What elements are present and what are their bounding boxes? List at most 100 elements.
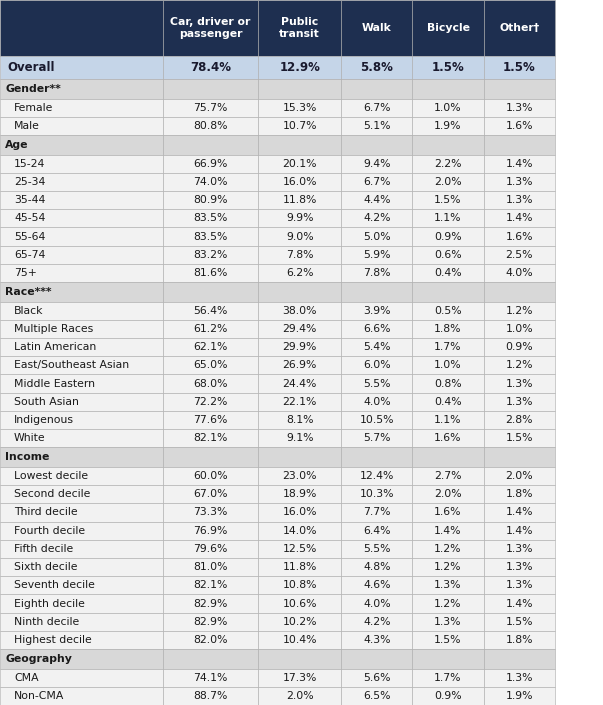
- Bar: [412, 649, 484, 668]
- Bar: [163, 191, 258, 209]
- Text: 77.6%: 77.6%: [193, 415, 228, 425]
- Text: 8.1%: 8.1%: [286, 415, 314, 425]
- Text: 9.4%: 9.4%: [363, 159, 391, 168]
- Text: 22.1%: 22.1%: [282, 397, 317, 407]
- Bar: [163, 576, 258, 594]
- Text: 0.9%: 0.9%: [434, 691, 462, 701]
- Text: 79.6%: 79.6%: [193, 544, 228, 554]
- Text: Middle Eastern: Middle Eastern: [14, 379, 95, 388]
- Bar: [341, 99, 412, 117]
- Bar: [484, 356, 555, 374]
- Text: 10.8%: 10.8%: [282, 580, 317, 590]
- Bar: [258, 228, 341, 246]
- Text: 1.4%: 1.4%: [505, 214, 533, 223]
- Bar: [0, 173, 163, 191]
- Bar: [341, 613, 412, 631]
- Bar: [0, 522, 163, 540]
- Text: 83.5%: 83.5%: [193, 232, 228, 242]
- Text: 5.6%: 5.6%: [363, 673, 391, 682]
- Bar: [258, 135, 341, 154]
- Bar: [0, 320, 163, 338]
- Bar: [163, 467, 258, 485]
- Text: 12.5%: 12.5%: [282, 544, 317, 554]
- Bar: [484, 411, 555, 429]
- Text: 24.4%: 24.4%: [282, 379, 317, 388]
- Text: Male: Male: [14, 121, 40, 131]
- Bar: [163, 540, 258, 558]
- Text: Gender**: Gender**: [5, 84, 61, 94]
- Bar: [0, 135, 163, 154]
- Text: 75.7%: 75.7%: [193, 103, 228, 113]
- Text: 1.5%: 1.5%: [432, 61, 464, 74]
- Text: 1.3%: 1.3%: [505, 195, 533, 205]
- Bar: [163, 374, 258, 393]
- Text: 4.2%: 4.2%: [363, 214, 391, 223]
- Text: 1.3%: 1.3%: [505, 379, 533, 388]
- Text: 4.3%: 4.3%: [363, 635, 391, 645]
- Bar: [484, 0, 555, 56]
- Text: 73.3%: 73.3%: [193, 508, 228, 517]
- Text: Age: Age: [5, 140, 28, 150]
- Bar: [341, 154, 412, 173]
- Text: 29.4%: 29.4%: [282, 324, 317, 334]
- Bar: [412, 687, 484, 705]
- Bar: [258, 522, 341, 540]
- Text: 88.7%: 88.7%: [193, 691, 228, 701]
- Text: CMA: CMA: [14, 673, 39, 682]
- Bar: [341, 649, 412, 668]
- Bar: [163, 264, 258, 282]
- Text: 62.1%: 62.1%: [193, 342, 228, 352]
- Text: 1.3%: 1.3%: [505, 544, 533, 554]
- Text: 68.0%: 68.0%: [193, 379, 228, 388]
- Bar: [0, 209, 163, 228]
- Bar: [163, 558, 258, 576]
- Text: 1.3%: 1.3%: [505, 177, 533, 187]
- Bar: [484, 522, 555, 540]
- Text: 1.4%: 1.4%: [434, 526, 462, 536]
- Text: 0.4%: 0.4%: [434, 397, 462, 407]
- Text: 6.0%: 6.0%: [363, 360, 391, 370]
- Bar: [412, 264, 484, 282]
- Bar: [484, 540, 555, 558]
- Bar: [163, 411, 258, 429]
- Text: 80.9%: 80.9%: [193, 195, 228, 205]
- Text: 5.1%: 5.1%: [363, 121, 391, 131]
- Text: 29.9%: 29.9%: [282, 342, 317, 352]
- Bar: [341, 302, 412, 320]
- Bar: [341, 264, 412, 282]
- Text: 5.5%: 5.5%: [363, 544, 391, 554]
- Text: 11.8%: 11.8%: [282, 195, 317, 205]
- Text: 35-44: 35-44: [14, 195, 45, 205]
- Bar: [163, 503, 258, 522]
- Text: Public
transit: Public transit: [279, 17, 320, 39]
- Bar: [258, 558, 341, 576]
- Text: 1.9%: 1.9%: [434, 121, 462, 131]
- Bar: [412, 320, 484, 338]
- Text: 1.2%: 1.2%: [434, 562, 462, 572]
- Bar: [412, 448, 484, 467]
- Bar: [412, 228, 484, 246]
- Bar: [258, 264, 341, 282]
- Bar: [0, 246, 163, 264]
- Text: 4.0%: 4.0%: [363, 599, 391, 608]
- Text: 1.3%: 1.3%: [505, 673, 533, 682]
- Bar: [341, 393, 412, 411]
- Text: 0.9%: 0.9%: [434, 232, 462, 242]
- Text: 1.2%: 1.2%: [505, 306, 533, 316]
- Bar: [0, 411, 163, 429]
- Bar: [258, 56, 341, 80]
- Text: 7.7%: 7.7%: [363, 508, 391, 517]
- Text: 1.8%: 1.8%: [434, 324, 462, 334]
- Text: 65-74: 65-74: [14, 250, 45, 260]
- Bar: [484, 687, 555, 705]
- Bar: [0, 191, 163, 209]
- Text: 17.3%: 17.3%: [282, 673, 317, 682]
- Bar: [0, 594, 163, 613]
- Bar: [258, 374, 341, 393]
- Bar: [412, 173, 484, 191]
- Bar: [341, 687, 412, 705]
- Bar: [0, 99, 163, 117]
- Text: 2.0%: 2.0%: [434, 177, 462, 187]
- Bar: [484, 374, 555, 393]
- Bar: [484, 668, 555, 687]
